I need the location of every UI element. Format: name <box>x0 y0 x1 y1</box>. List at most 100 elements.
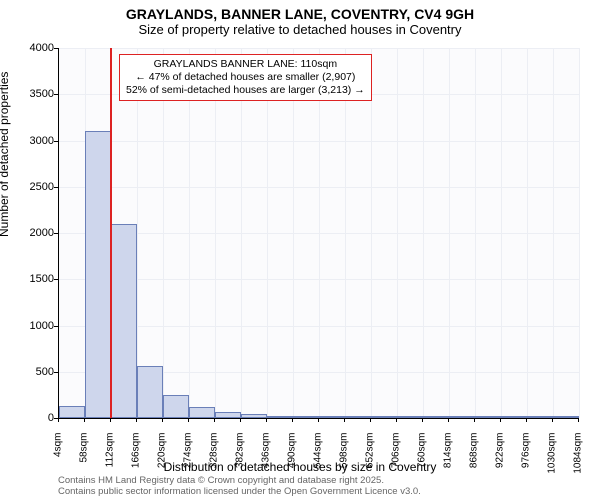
gridline-vertical <box>501 48 502 418</box>
xtick-label: 382sqm <box>235 433 246 483</box>
ytick-label: 1500 <box>14 273 54 285</box>
histogram-bar <box>423 416 449 418</box>
xtick-label: 760sqm <box>417 433 428 483</box>
marker-line <box>110 48 112 418</box>
histogram-bar <box>189 407 215 418</box>
histogram-bar <box>501 416 527 418</box>
gridline-vertical <box>449 48 450 418</box>
histogram-bar <box>85 131 111 418</box>
histogram-bar <box>137 366 163 418</box>
annotation-line-2: ← 47% of detached houses are smaller (2,… <box>126 71 365 84</box>
xtick-mark <box>578 418 579 422</box>
annotation-line-3: 52% of semi-detached houses are larger (… <box>126 84 365 97</box>
gridline-vertical <box>553 48 554 418</box>
xtick-mark <box>396 418 397 422</box>
histogram-bar <box>527 416 553 418</box>
ytick-mark <box>54 94 58 95</box>
xtick-label: 1084sqm <box>573 433 584 483</box>
ytick-mark <box>54 372 58 373</box>
xtick-mark <box>500 418 501 422</box>
ytick-label: 2500 <box>14 181 54 193</box>
xtick-mark <box>292 418 293 422</box>
gridline-vertical <box>423 48 424 418</box>
y-axis-label: Number of detached properties <box>0 72 11 237</box>
footer-line-2: Contains public sector information licen… <box>58 487 421 498</box>
xtick-label: 328sqm <box>209 433 220 483</box>
xtick-label: 274sqm <box>183 433 194 483</box>
xtick-label: 976sqm <box>521 433 532 483</box>
histogram-bar <box>319 416 345 418</box>
ytick-label: 2000 <box>14 227 54 239</box>
gridline-vertical <box>397 48 398 418</box>
chart-title-sub: Size of property relative to detached ho… <box>0 22 600 41</box>
xtick-mark <box>448 418 449 422</box>
xtick-mark <box>58 418 59 422</box>
gridline-vertical <box>137 48 138 418</box>
xtick-mark <box>422 418 423 422</box>
ytick-label: 3000 <box>14 135 54 147</box>
xtick-mark <box>474 418 475 422</box>
ytick-label: 0 <box>14 412 54 424</box>
xtick-label: 652sqm <box>365 433 376 483</box>
histogram-bar <box>267 416 293 418</box>
ytick-label: 1000 <box>14 320 54 332</box>
ytick-mark <box>54 141 58 142</box>
gridline-vertical <box>163 48 164 418</box>
histogram-bar <box>371 416 397 418</box>
annotation-line-1: GRAYLANDS BANNER LANE: 110sqm <box>126 58 365 71</box>
xtick-label: 112sqm <box>105 433 116 483</box>
xtick-mark <box>84 418 85 422</box>
gridline-vertical <box>267 48 268 418</box>
xtick-mark <box>162 418 163 422</box>
xtick-mark <box>188 418 189 422</box>
xtick-mark <box>240 418 241 422</box>
xtick-mark <box>318 418 319 422</box>
histogram-bar <box>293 416 319 418</box>
xtick-label: 490sqm <box>287 433 298 483</box>
xtick-mark <box>136 418 137 422</box>
xtick-label: 706sqm <box>391 433 402 483</box>
ytick-label: 500 <box>14 366 54 378</box>
gridline-vertical <box>579 48 580 418</box>
ytick-mark <box>54 233 58 234</box>
xtick-mark <box>370 418 371 422</box>
ytick-label: 4000 <box>14 42 54 54</box>
gridline-vertical <box>371 48 372 418</box>
xtick-mark <box>266 418 267 422</box>
chart-container: GRAYLANDS, BANNER LANE, COVENTRY, CV4 9G… <box>0 0 600 500</box>
gridline-vertical <box>475 48 476 418</box>
gridline-vertical <box>345 48 346 418</box>
gridline-vertical <box>527 48 528 418</box>
xtick-mark <box>552 418 553 422</box>
histogram-bar <box>241 414 267 418</box>
xtick-label: 58sqm <box>79 433 90 483</box>
gridline-vertical <box>319 48 320 418</box>
histogram-bar <box>449 416 475 418</box>
xtick-mark <box>110 418 111 422</box>
histogram-bar <box>553 416 579 418</box>
xtick-label: 4sqm <box>53 433 64 483</box>
gridline-vertical <box>241 48 242 418</box>
xtick-label: 814sqm <box>443 433 454 483</box>
histogram-bar <box>397 416 423 418</box>
histogram-bar <box>163 395 189 418</box>
histogram-bar <box>475 416 501 418</box>
plot-area: GRAYLANDS BANNER LANE: 110sqm ← 47% of d… <box>58 48 579 419</box>
histogram-bar <box>215 412 241 418</box>
xtick-mark <box>526 418 527 422</box>
histogram-bar <box>59 406 85 418</box>
ytick-mark <box>54 326 58 327</box>
x-axis-label: Distribution of detached houses by size … <box>0 460 600 474</box>
xtick-label: 544sqm <box>313 433 324 483</box>
annotation-box: GRAYLANDS BANNER LANE: 110sqm ← 47% of d… <box>119 54 372 101</box>
chart-title-main: GRAYLANDS, BANNER LANE, COVENTRY, CV4 9G… <box>0 0 600 22</box>
gridline-vertical <box>189 48 190 418</box>
gridline-vertical <box>215 48 216 418</box>
histogram-bar <box>345 416 371 418</box>
xtick-label: 868sqm <box>469 433 480 483</box>
xtick-label: 598sqm <box>339 433 350 483</box>
ytick-mark <box>54 187 58 188</box>
xtick-label: 166sqm <box>131 433 142 483</box>
xtick-mark <box>344 418 345 422</box>
xtick-label: 1030sqm <box>547 433 558 483</box>
